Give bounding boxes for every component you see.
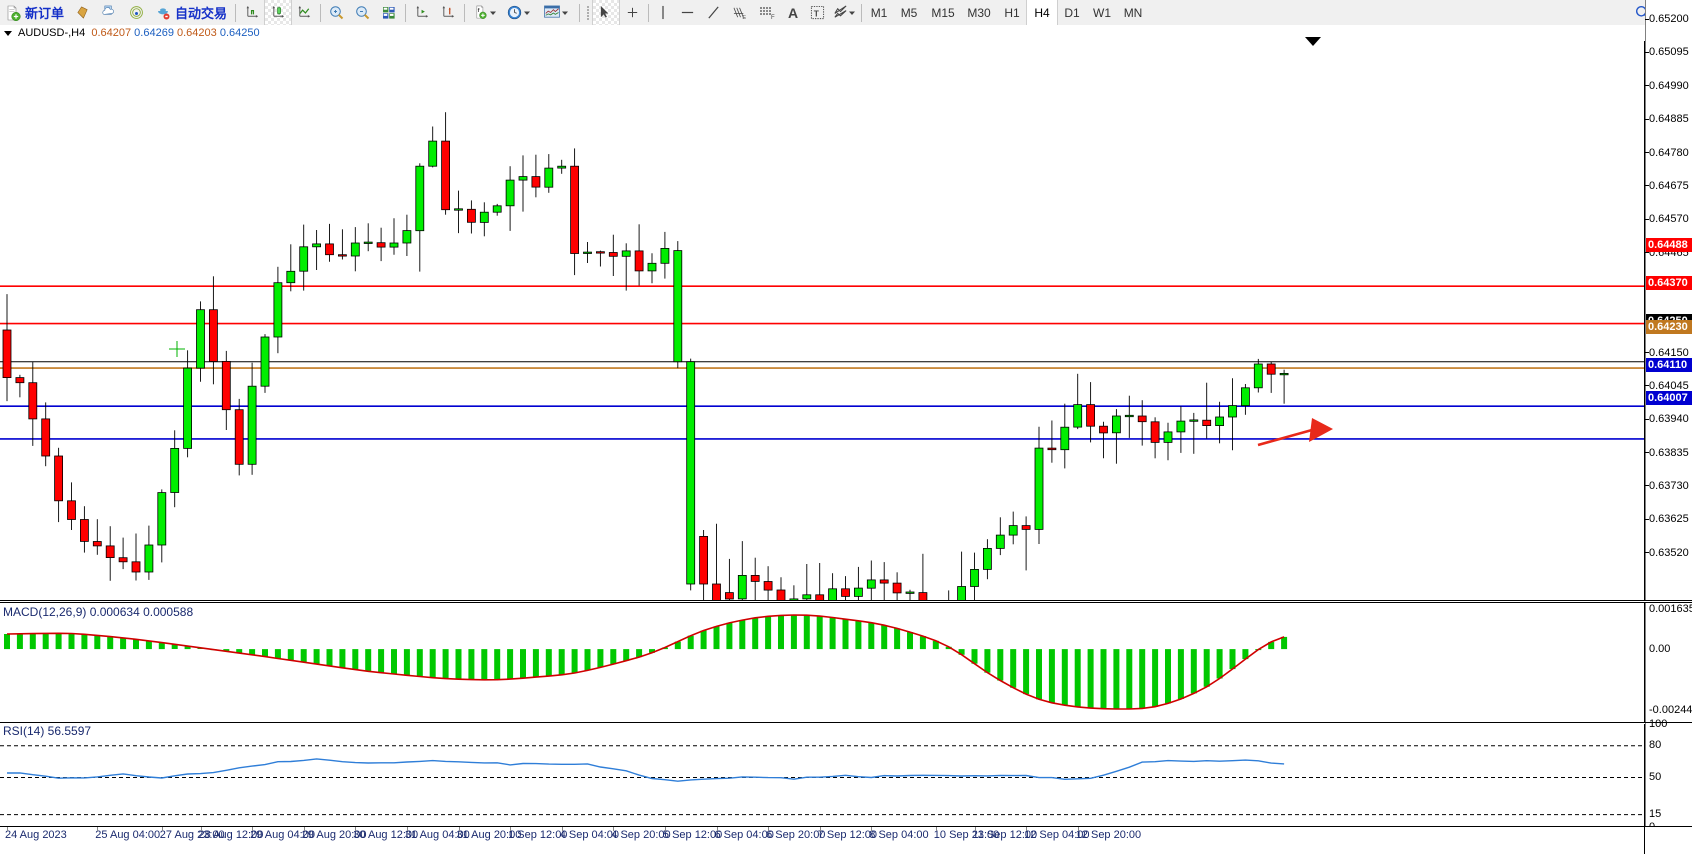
svg-text:E: E bbox=[742, 15, 746, 20]
svg-text:T: T bbox=[813, 8, 819, 18]
svg-text:f: f bbox=[477, 8, 479, 14]
svg-text:RSI(14) 56.5597: RSI(14) 56.5597 bbox=[3, 724, 91, 738]
svg-text:F: F bbox=[771, 15, 775, 19]
